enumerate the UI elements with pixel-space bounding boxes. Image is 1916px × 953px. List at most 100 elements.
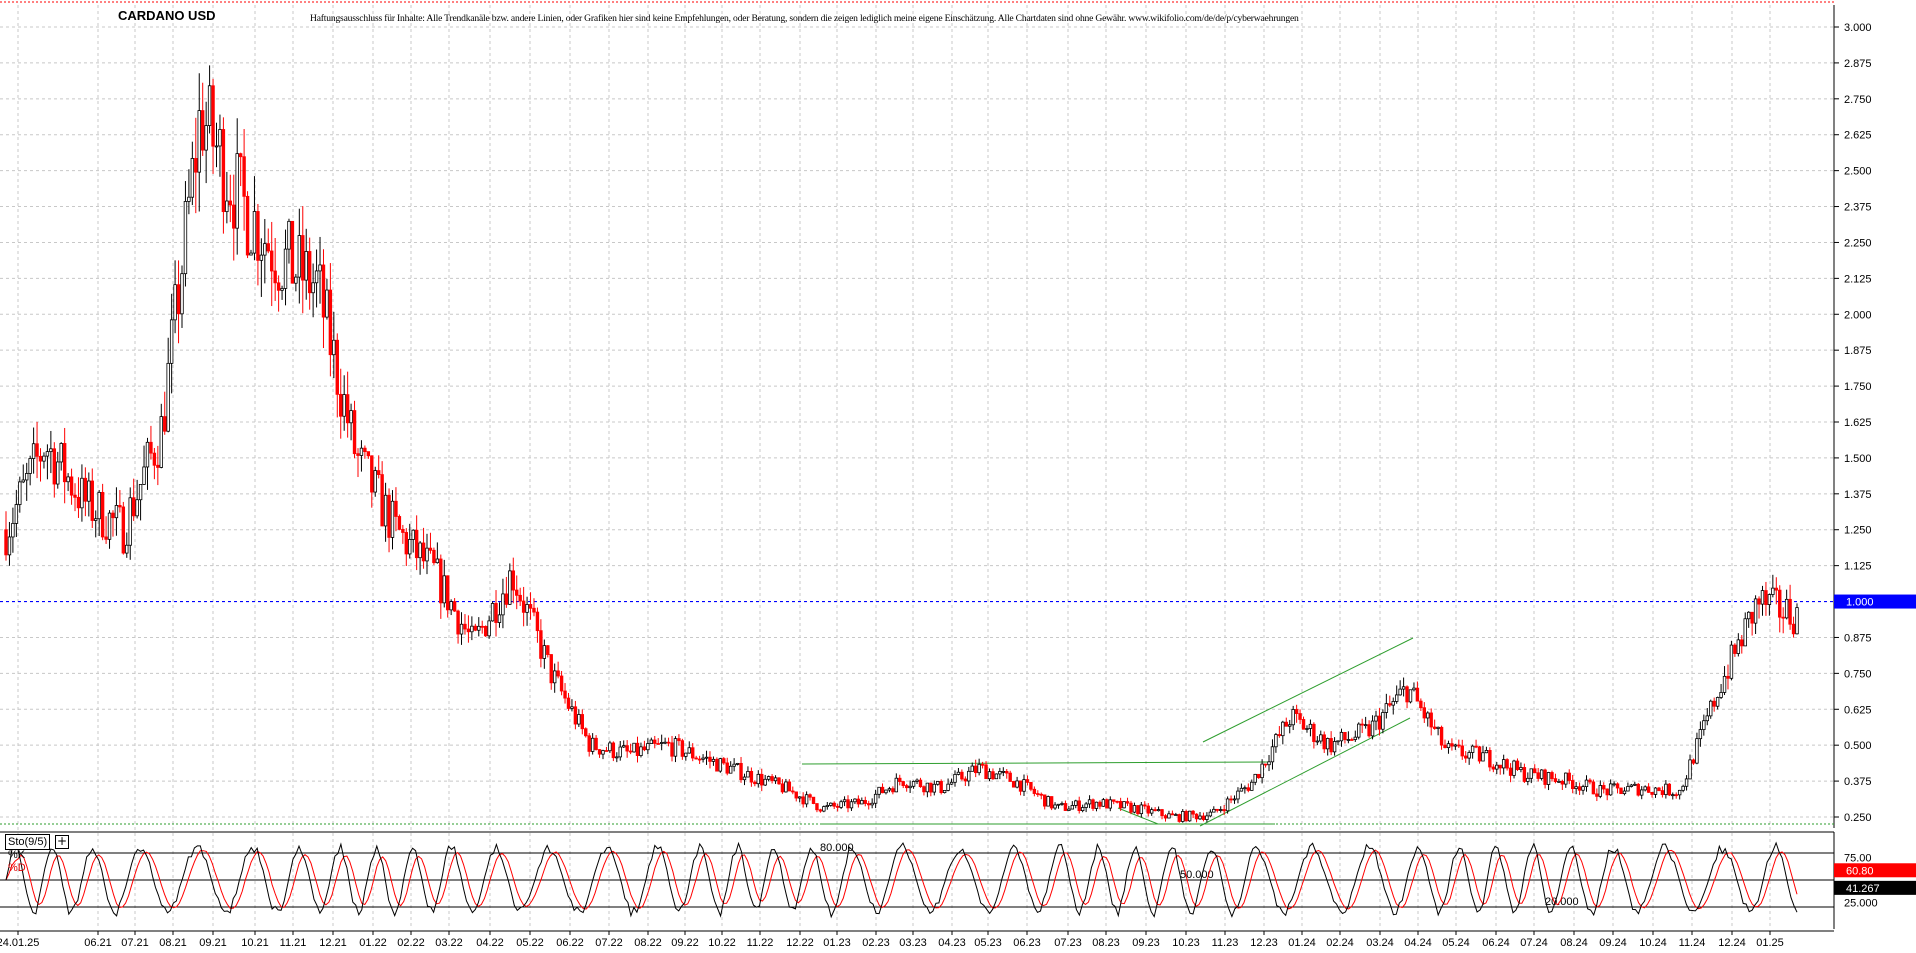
- candle-body: [625, 745, 629, 752]
- candle-body: [639, 746, 643, 756]
- candle-body: [421, 542, 426, 562]
- time-tick-label: 06.23: [1013, 937, 1041, 948]
- candle-body: [1522, 767, 1527, 782]
- candle-body: [1491, 766, 1496, 770]
- candle-body: [1039, 793, 1043, 796]
- candle-body: [697, 758, 702, 761]
- candle-body: [666, 741, 671, 744]
- candle-body: [663, 741, 667, 744]
- candle-body: [266, 243, 270, 252]
- candle-body: [1719, 692, 1723, 698]
- candle-body: [225, 200, 229, 213]
- price-tick-label: 0.750: [1844, 668, 1872, 680]
- time-tick-label: 03.22: [435, 937, 463, 948]
- candle-body: [252, 211, 257, 254]
- price-tick-label: 2.500: [1844, 166, 1872, 178]
- candle-body: [1429, 712, 1433, 728]
- candle-body: [97, 491, 101, 520]
- candle-body: [608, 742, 612, 752]
- candle-body: [987, 771, 992, 780]
- candle-body: [1181, 811, 1185, 822]
- candle-body: [466, 628, 471, 633]
- candle-body: [1098, 801, 1102, 807]
- candle-body: [656, 743, 660, 745]
- candle-body: [366, 451, 371, 457]
- candle-body: [449, 601, 453, 611]
- candle-body: [1184, 811, 1188, 822]
- candle-body: [1053, 804, 1057, 809]
- candle-body: [901, 781, 905, 786]
- candle-body: [915, 779, 919, 782]
- candle-body: [1615, 783, 1620, 789]
- candle-body: [822, 806, 826, 812]
- candle-body: [232, 204, 236, 229]
- candle-body: [214, 145, 219, 148]
- candle-body: [687, 747, 691, 754]
- candle-body: [1243, 787, 1247, 790]
- candle-body: [1167, 813, 1171, 819]
- candle-body: [318, 264, 322, 272]
- candle-body: [439, 558, 443, 604]
- candle-body: [1322, 734, 1326, 750]
- candle-body: [418, 542, 422, 559]
- candle-body: [898, 777, 902, 782]
- candle-body: [197, 110, 201, 173]
- candle-body: [684, 752, 688, 757]
- candle-body: [1664, 783, 1668, 795]
- time-tick-label: 08.21: [159, 937, 187, 948]
- candle-body: [1432, 726, 1437, 729]
- candle-body: [973, 765, 978, 774]
- price-candles: [4, 65, 1799, 823]
- candle-body: [659, 742, 664, 744]
- candle-body: [1415, 687, 1420, 702]
- candle-body: [1139, 804, 1144, 815]
- candle-body: [1070, 805, 1075, 810]
- candle-body: [166, 362, 170, 432]
- candle-body: [811, 796, 816, 804]
- candle-body: [452, 601, 457, 612]
- candle-body: [349, 410, 353, 424]
- candle-body: [1219, 809, 1223, 811]
- candle-body: [504, 593, 509, 605]
- time-tick-label: 12.23: [1250, 937, 1278, 948]
- candle-body: [1315, 740, 1320, 743]
- candle-body: [1394, 694, 1399, 702]
- candle-body: [532, 607, 536, 613]
- time-tick-label: 11.21: [280, 937, 307, 948]
- candle-body: [1163, 815, 1168, 819]
- candle-body: [1591, 781, 1596, 795]
- expand-indicator-icon[interactable]: +: [55, 834, 69, 849]
- candle-body: [1384, 703, 1389, 713]
- candle-body: [577, 714, 581, 725]
- time-tick-label: 02.22: [397, 937, 425, 948]
- candle-body: [977, 763, 981, 774]
- candle-body: [611, 742, 616, 759]
- candle-body: [118, 505, 122, 508]
- candle-body: [446, 575, 450, 611]
- candle-body: [156, 464, 160, 468]
- sto-d-line: [5, 849, 1798, 910]
- candle-body: [749, 770, 754, 783]
- candle-body: [273, 270, 277, 284]
- candle-body: [1350, 739, 1354, 741]
- candle-body: [1795, 607, 1799, 635]
- candle-body: [829, 802, 833, 806]
- candle-body: [1067, 808, 1071, 811]
- candle-body: [815, 803, 819, 811]
- time-tick-label: 02.24: [1326, 937, 1354, 948]
- candle-body: [1325, 738, 1330, 750]
- candle-body: [1149, 809, 1154, 814]
- indicator-name[interactable]: Sto(9/5): [5, 834, 51, 850]
- time-tick-label: 09.24: [1599, 937, 1627, 948]
- candle-body: [1080, 807, 1085, 811]
- sto-tick-label: 25.000: [1844, 898, 1878, 910]
- price-tick-label: 1.125: [1844, 561, 1872, 573]
- candle-body: [1281, 721, 1285, 737]
- candle-body: [1301, 719, 1306, 730]
- candle-body: [1118, 800, 1123, 809]
- candle-body: [1374, 715, 1378, 722]
- candle-body: [932, 783, 936, 793]
- candle-body: [580, 714, 584, 730]
- candle-body: [1043, 794, 1047, 807]
